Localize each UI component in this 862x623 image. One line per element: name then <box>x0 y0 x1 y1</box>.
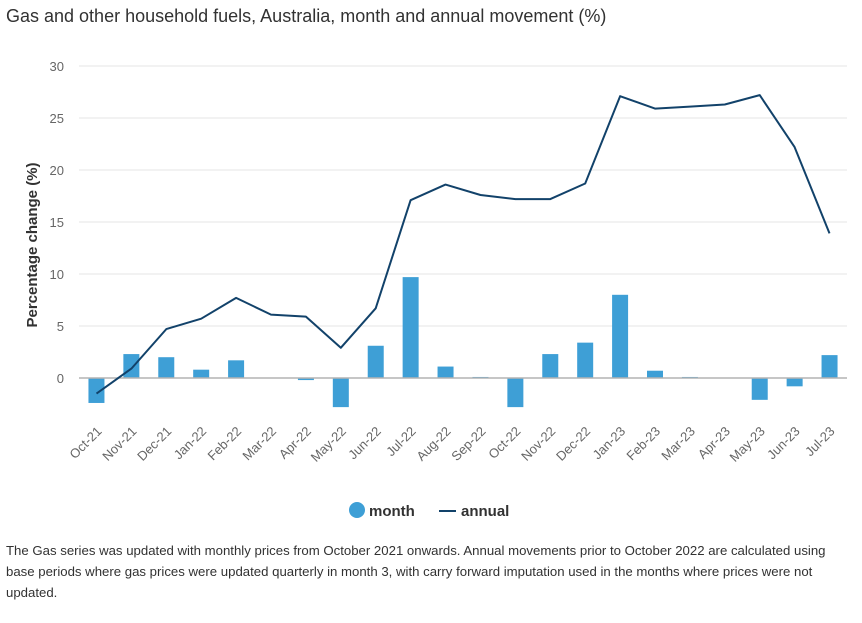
y-tick-label: 20 <box>50 163 64 178</box>
grid-lines <box>79 65 847 327</box>
x-tick-label: Jan-23 <box>589 424 628 463</box>
month-bar <box>193 369 210 378</box>
y-tick-label: 30 <box>50 59 64 74</box>
month-bar <box>821 355 838 378</box>
x-tick-label: Jan-22 <box>171 424 210 463</box>
month-bar <box>507 378 524 408</box>
x-tick-label: May-23 <box>727 424 768 465</box>
month-bar <box>612 294 629 378</box>
x-tick-label: Jun-22 <box>345 424 384 463</box>
y-tick-labels: 0 5 10 15 20 25 30 <box>50 59 64 386</box>
month-bar <box>367 345 384 378</box>
y-tick-label: 0 <box>57 371 64 386</box>
month-bar <box>228 360 245 378</box>
x-tick-label: Feb-22 <box>204 424 244 464</box>
month-bar <box>577 342 594 378</box>
month-bar <box>123 354 140 378</box>
x-tick-label: Nov-22 <box>518 424 558 464</box>
x-tick-label: Aug-22 <box>413 424 453 464</box>
x-tick-label: Dec-21 <box>134 424 174 464</box>
x-tick-label: Jun-23 <box>764 424 803 463</box>
legend-annual-label: annual <box>461 503 509 520</box>
y-tick-label: 5 <box>57 319 64 334</box>
month-bars <box>88 277 838 408</box>
month-bar <box>402 277 419 378</box>
legend[interactable]: month annual <box>349 502 509 520</box>
x-tick-label: Feb-23 <box>623 424 663 464</box>
y-tick-label: 10 <box>50 267 64 282</box>
x-tick-label: Jul-23 <box>802 424 838 460</box>
x-tick-labels: Oct-21Nov-21Dec-21Jan-22Feb-22Mar-22Apr-… <box>66 424 837 465</box>
x-tick-label: Nov-21 <box>99 424 139 464</box>
legend-month-label: month <box>369 503 415 520</box>
month-bar <box>437 366 454 378</box>
y-tick-label: 15 <box>50 215 64 230</box>
month-bar <box>297 378 314 381</box>
month-bar <box>647 370 663 378</box>
x-tick-label: Oct-22 <box>485 424 523 462</box>
month-bar <box>158 357 175 378</box>
x-tick-label: Sep-22 <box>448 424 488 464</box>
annual-line <box>95 94 831 395</box>
x-tick-label: Mar-22 <box>239 424 279 464</box>
legend-month-marker <box>349 502 365 518</box>
chart: 0 5 10 15 20 25 30 Percentage change (%) Oct-2… <box>24 59 847 520</box>
x-tick-label: Mar-23 <box>658 424 698 464</box>
y-axis-label: Percentage change (%) <box>24 162 41 327</box>
month-bar <box>542 354 559 378</box>
x-tick-label: May-22 <box>308 424 349 465</box>
month-bar <box>786 378 803 387</box>
x-tick-label: Oct-21 <box>66 424 104 462</box>
month-bar <box>751 378 768 400</box>
x-tick-label: Dec-22 <box>553 424 593 464</box>
y-tick-label: 25 <box>50 111 64 126</box>
month-bar <box>332 378 349 408</box>
month-bar <box>88 378 105 403</box>
footnote: The Gas series was updated with monthly … <box>6 543 826 600</box>
chart-title: Gas and other household fuels, Australia… <box>6 6 607 26</box>
